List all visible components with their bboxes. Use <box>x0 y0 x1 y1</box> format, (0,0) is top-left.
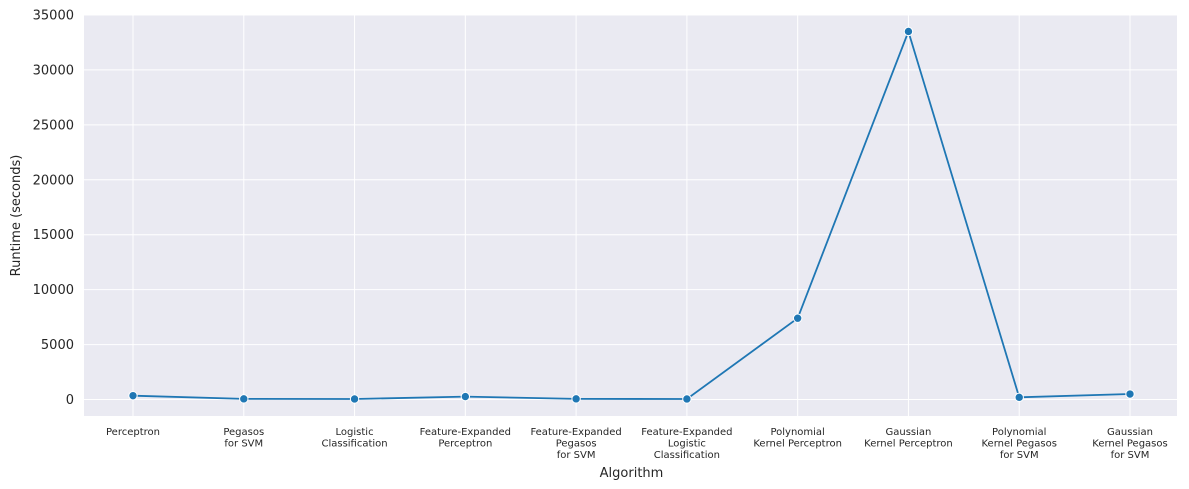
data-point <box>239 394 249 404</box>
y-tick-label: 30000 <box>33 63 74 78</box>
plot-area <box>84 15 1177 416</box>
y-axis-label: Runtime (seconds) <box>9 155 24 277</box>
x-tick-label: Polynomial Kernel Pegasos for SVM <box>982 427 1057 461</box>
data-point <box>792 313 803 323</box>
series-line <box>132 28 1131 400</box>
y-tick-label: 25000 <box>33 118 74 133</box>
x-tick-label: Feature-Expanded Perceptron <box>420 427 511 450</box>
data-point <box>349 394 360 404</box>
x-axis-ticks: Perceptron Pegasos for SVM Logistic Classifi… <box>106 427 1168 461</box>
y-tick-label: 10000 <box>33 283 74 298</box>
data-point <box>903 26 914 37</box>
x-tick-label: Feature-Expanded Logistic Classification <box>641 427 732 461</box>
x-axis-label: Algorithm <box>600 466 664 481</box>
x-tick-label: Polynomial Kernel Perceptron <box>753 427 842 450</box>
x-tick-label: Gaussian Kernel Pegasos for SVM <box>1092 427 1167 461</box>
y-tick-label: 35000 <box>33 9 74 24</box>
x-tick-label: Logistic Classification <box>321 427 387 450</box>
x-tick-label: Feature-Expanded Pegasos for SVM <box>530 427 621 461</box>
data-point <box>128 390 138 401</box>
x-tick-label: Perceptron <box>106 427 160 438</box>
data-point <box>682 394 692 404</box>
x-tick-label: Gaussian Kernel Perceptron <box>864 427 953 450</box>
y-tick-label: 15000 <box>33 228 74 243</box>
grid-lines <box>84 14 1177 416</box>
y-tick-label: 5000 <box>41 338 74 353</box>
data-point <box>460 391 471 402</box>
y-tick-label: 20000 <box>33 173 74 188</box>
data-point <box>1014 392 1024 403</box>
y-tick-label: 0 <box>66 393 74 408</box>
data-points <box>128 26 1135 404</box>
data-point <box>571 394 581 404</box>
data-point <box>1125 389 1135 399</box>
y-axis-ticks: 0 5000 10000 15000 20000 25000 30000 35000 <box>33 9 74 409</box>
x-tick-label: Pegasos for SVM <box>223 427 264 450</box>
